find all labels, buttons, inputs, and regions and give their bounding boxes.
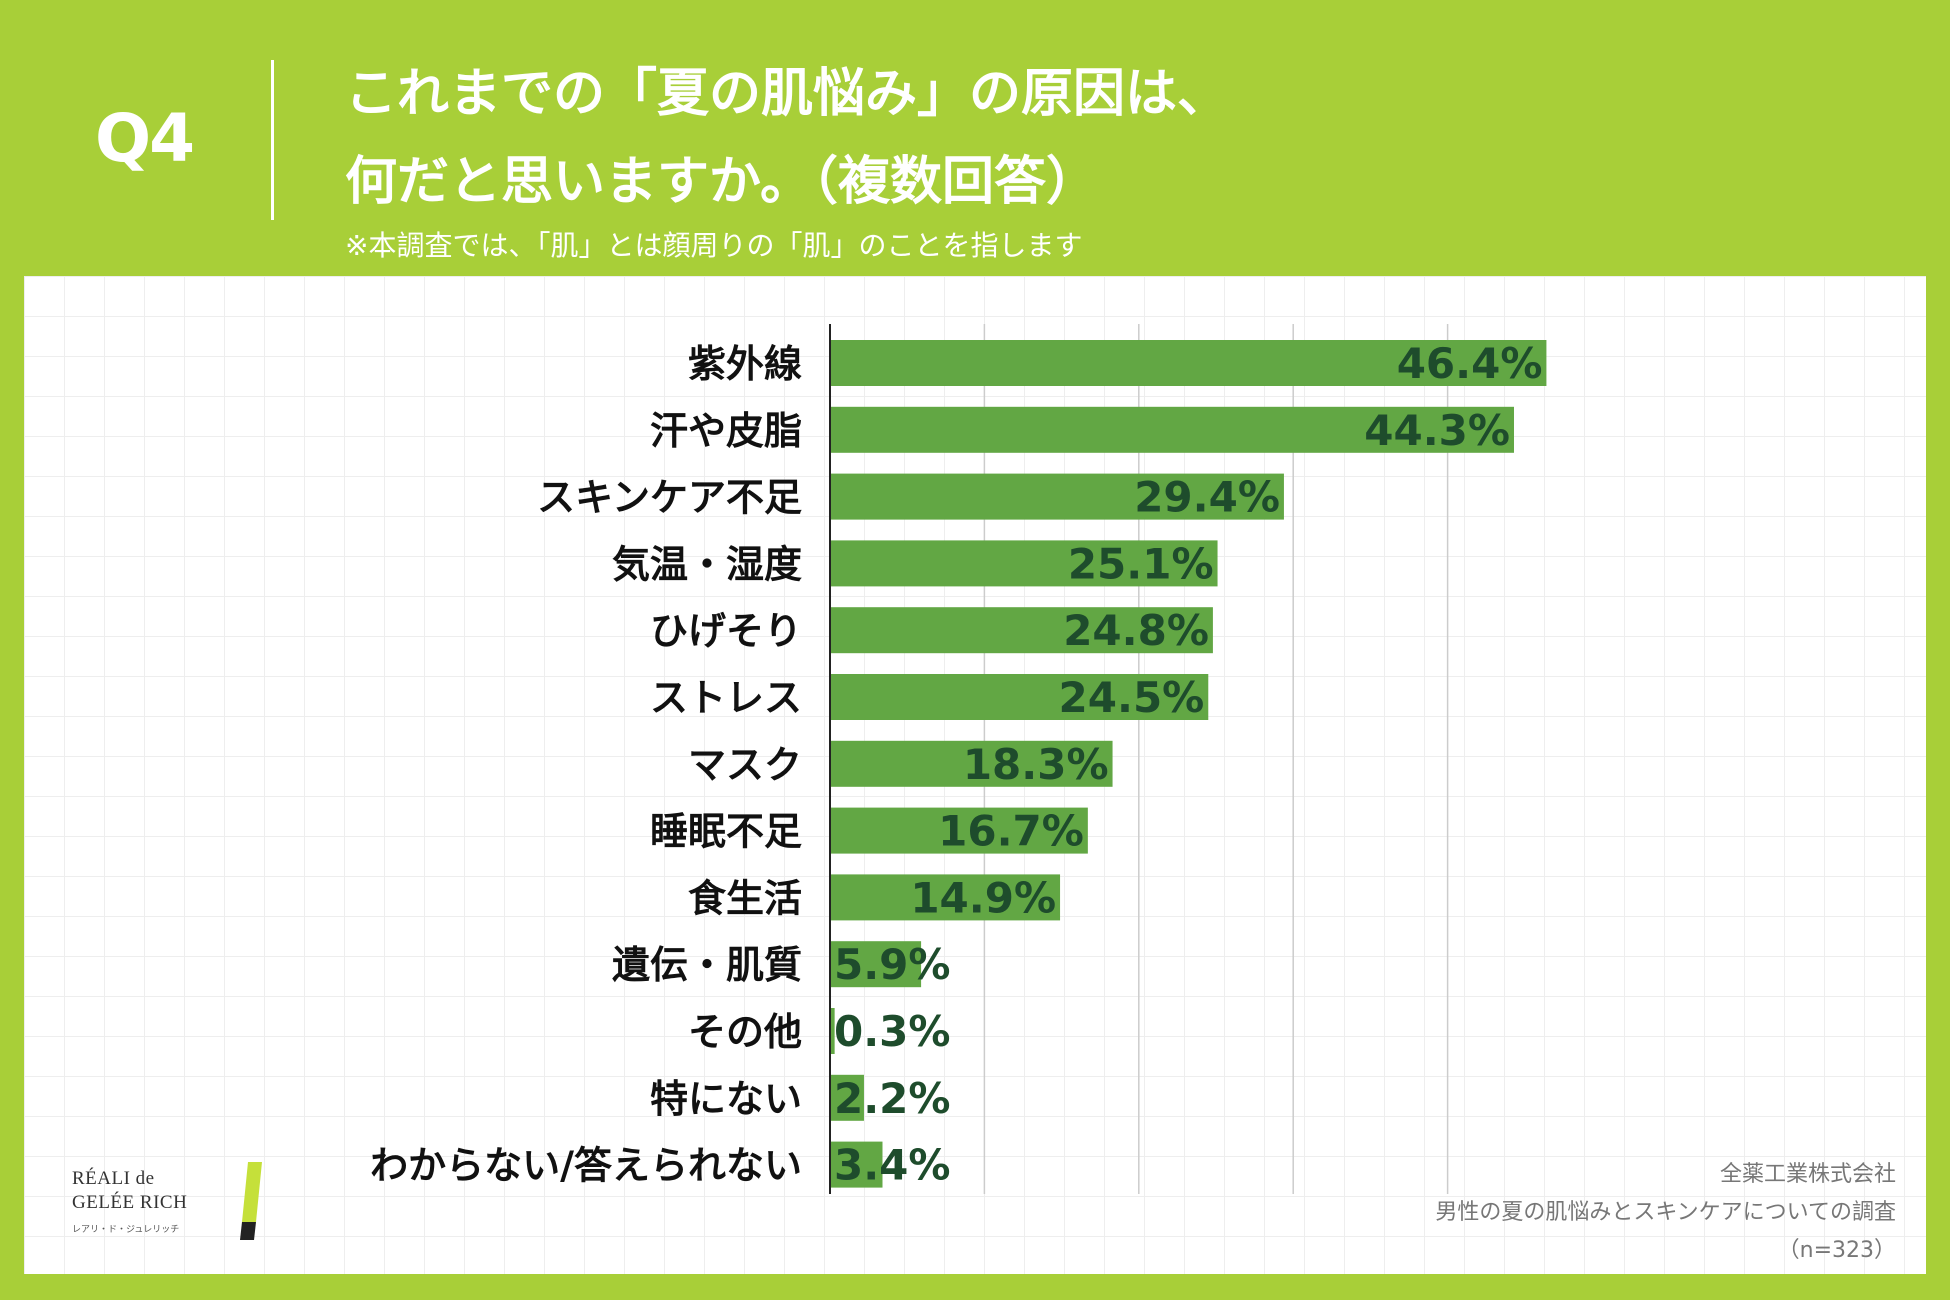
bar-11 <box>830 1074 864 1121</box>
bar-8 <box>830 874 1061 921</box>
bar-0 <box>830 340 1547 386</box>
bar-7 <box>830 807 1088 854</box>
logo-text-line1: RÉALI de <box>72 1168 155 1189</box>
category-label-8: 食生活 <box>688 876 802 920</box>
category-label-3: 気温・湿度 <box>612 542 802 586</box>
brand-logo: RÉALI de GELÉE RICH レアリ・ド・ジュレリッチ <box>72 1162 302 1262</box>
bar-10 <box>830 1008 835 1054</box>
value-label-3: 25.1% <box>1068 539 1214 588</box>
category-label-11: 特にない <box>650 1077 802 1121</box>
logo-text-line2: GELÉE RICH <box>72 1192 188 1213</box>
bar-3 <box>830 540 1218 587</box>
definition-note: ※本調査では、「肌」とは顔周りの「肌」のことを指します <box>345 229 1083 262</box>
category-label-12: わからない/答えられない <box>370 1144 802 1188</box>
credit-survey-name: 男性の夏の肌悩みとスキンケアについての調査 <box>1435 1200 1896 1225</box>
bar-2 <box>830 473 1284 520</box>
category-label-5: ストレス <box>650 676 802 720</box>
bar-4 <box>830 607 1213 654</box>
question-number: Q4 <box>95 100 195 177</box>
value-label-2: 29.4% <box>1134 473 1280 522</box>
bar-5 <box>830 674 1209 720</box>
category-label-7: 睡眠不足 <box>650 810 802 854</box>
credit-sample-size: （n=323） <box>1777 1238 1896 1263</box>
category-label-4: ひげそり <box>650 609 802 653</box>
question-title-line1: これまでの「夏の肌悩み」の原因は、 <box>345 64 1230 124</box>
value-label-9: 5.9% <box>834 940 950 989</box>
category-label-0: 紫外線 <box>688 342 802 386</box>
logo-text-line3: レアリ・ド・ジュレリッチ <box>72 1224 180 1234</box>
value-label-4: 24.8% <box>1063 606 1209 655</box>
logo-stick-icon <box>240 1162 262 1240</box>
header-divider <box>271 60 274 220</box>
bar-chart: 紫外線 46.4% 汗や皮脂 44.3% スキンケア不足 29.4% 気温・湿度 25.1% ひ… <box>370 324 1547 1194</box>
chart-panel: 紫外線 46.4% 汗や皮脂 44.3% スキンケア不足 29.4% 気温・湿度 25.1% ひ… <box>24 276 1926 1274</box>
value-label-12: 3.4% <box>834 1141 950 1190</box>
value-label-8: 14.9% <box>910 873 1056 922</box>
question-title-line2: 何だと思いますか。（複数回答） <box>345 152 1098 212</box>
value-label-10: 0.3% <box>834 1007 950 1056</box>
category-label-9: 遺伝・肌質 <box>612 943 802 987</box>
bar-12 <box>830 1141 883 1188</box>
credit-company: 全薬工業株式会社 <box>1719 1162 1896 1187</box>
value-label-1: 44.3% <box>1364 406 1510 455</box>
value-label-0: 46.4% <box>1397 339 1543 388</box>
bar-9 <box>830 941 922 988</box>
category-label-10: その他 <box>688 1010 802 1054</box>
category-label-1: 汗や皮脂 <box>650 409 802 453</box>
category-label-6: マスク <box>688 743 802 787</box>
value-label-6: 18.3% <box>963 740 1109 789</box>
value-label-7: 16.7% <box>938 807 1084 856</box>
category-label-2: スキンケア不足 <box>537 476 802 520</box>
value-label-5: 24.5% <box>1059 673 1205 722</box>
bar-1 <box>830 406 1514 453</box>
value-label-11: 2.2% <box>834 1074 950 1123</box>
bar-6 <box>830 740 1113 787</box>
